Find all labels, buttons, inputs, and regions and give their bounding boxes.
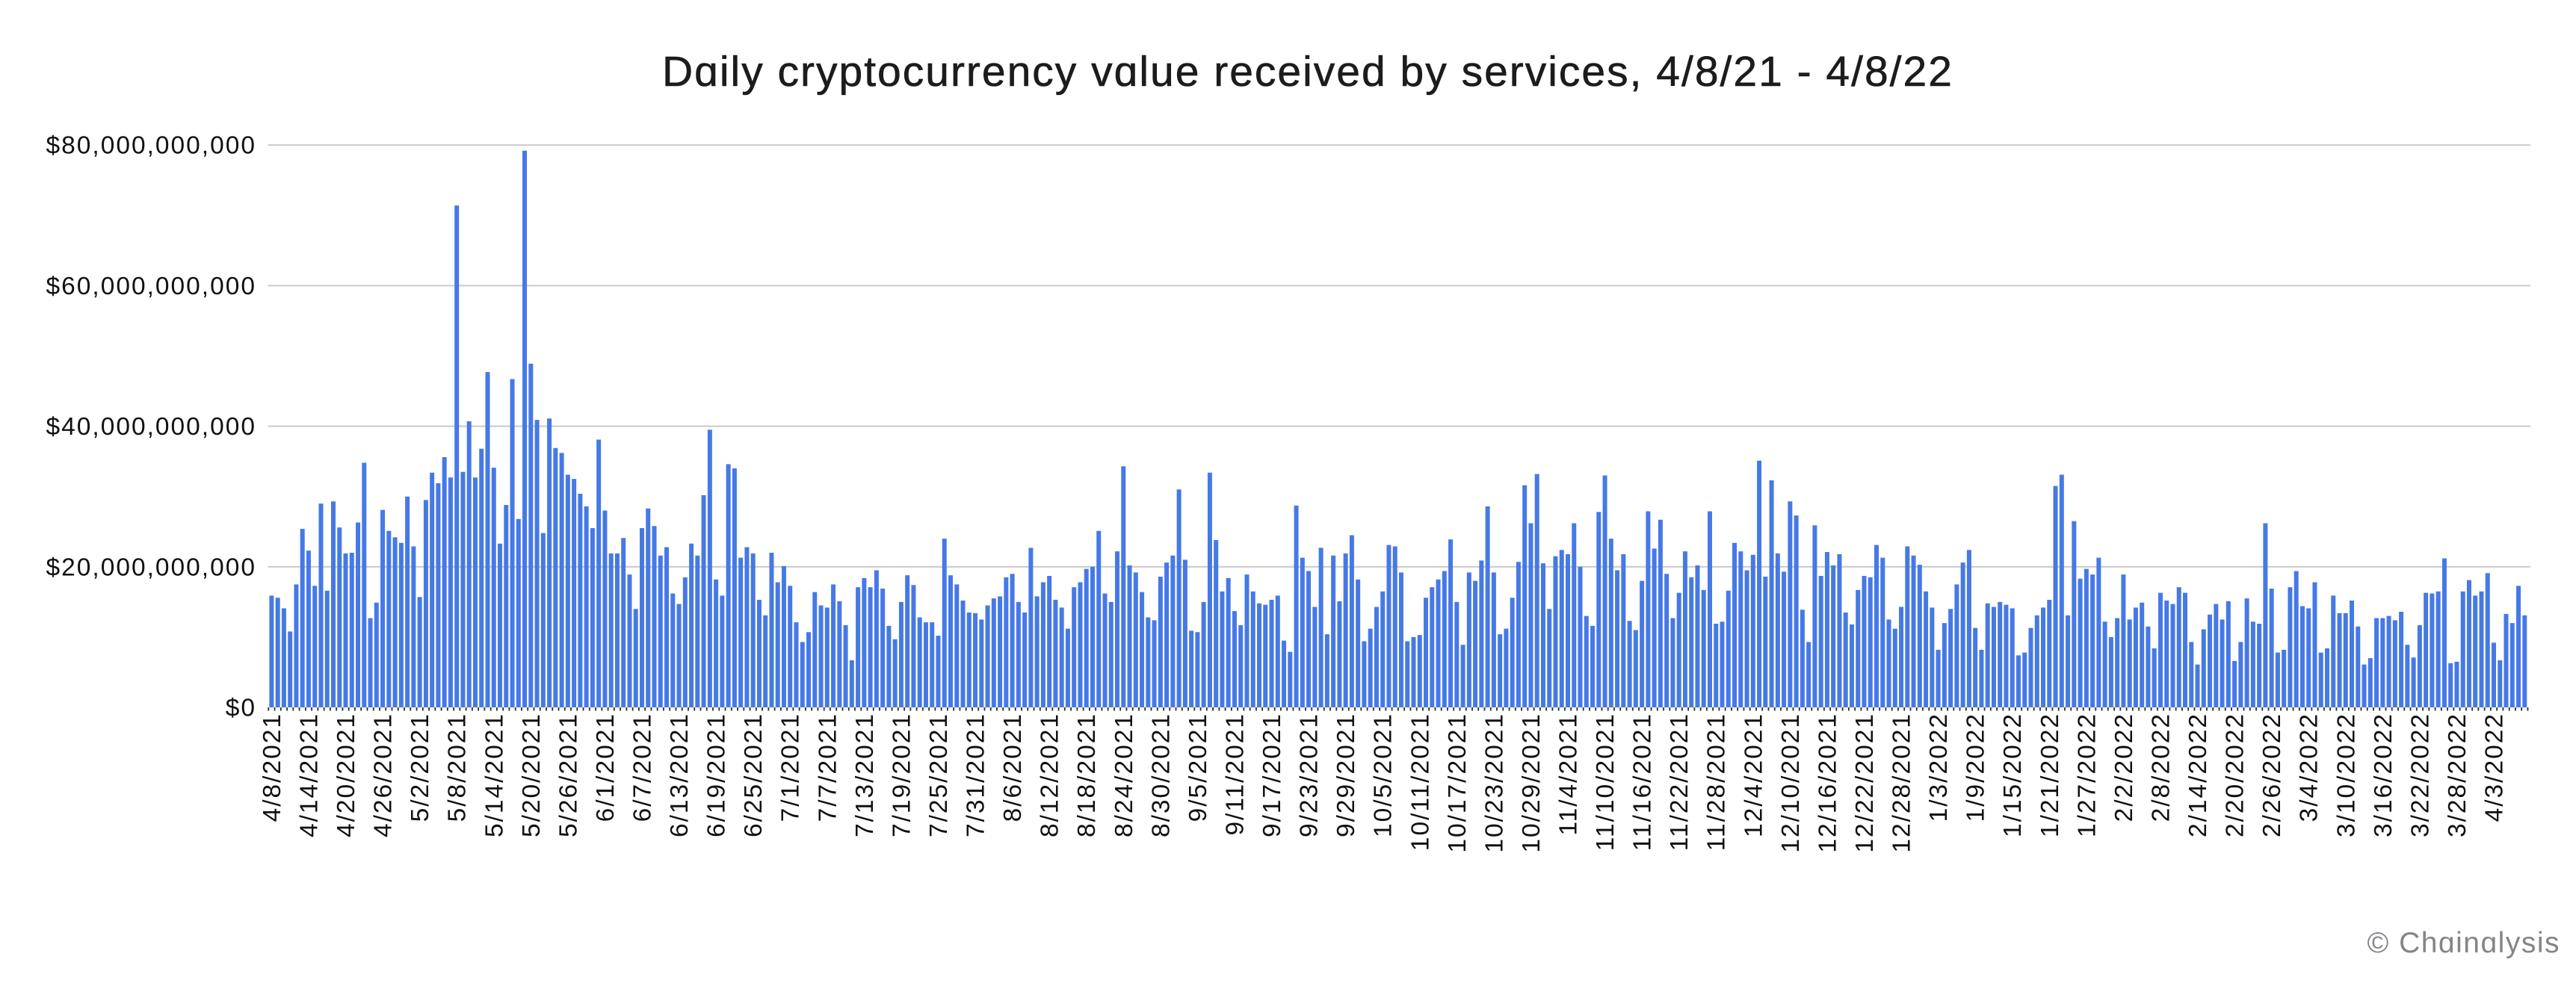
svg-text:7/7/2021: 7/7/2021: [814, 713, 841, 822]
svg-text:$40,000,000,000: $40,000,000,000: [46, 413, 257, 441]
svg-text:$80,000,000,000: $80,000,000,000: [46, 132, 257, 160]
svg-text:7/25/2021: 7/25/2021: [925, 713, 953, 837]
svg-text:8/30/2021: 8/30/2021: [1147, 713, 1175, 837]
svg-text:2/26/2022: 2/26/2022: [2258, 713, 2286, 837]
svg-text:11/28/2021: 11/28/2021: [1703, 713, 1731, 851]
svg-text:3/10/2022: 3/10/2022: [2332, 713, 2360, 837]
svg-text:4/8/2021: 4/8/2021: [259, 713, 286, 822]
svg-text:6/1/2021: 6/1/2021: [592, 713, 620, 822]
svg-text:7/19/2021: 7/19/2021: [888, 713, 915, 837]
svg-text:10/11/2021: 10/11/2021: [1406, 713, 1434, 851]
svg-text:4/3/2022: 4/3/2022: [2481, 713, 2509, 822]
svg-text:8/12/2021: 8/12/2021: [1037, 713, 1064, 837]
svg-text:12/10/2021: 12/10/2021: [1777, 713, 1805, 853]
svg-text:© Chɑinɑlysis: © Chɑinɑlysis: [2367, 927, 2561, 959]
svg-text:$20,000,000,000: $20,000,000,000: [46, 554, 257, 581]
svg-text:7/13/2021: 7/13/2021: [851, 713, 879, 837]
svg-text:$0: $0: [226, 695, 256, 722]
svg-text:7/1/2021: 7/1/2021: [777, 713, 805, 822]
svg-text:4/20/2021: 4/20/2021: [333, 713, 360, 837]
svg-text:6/19/2021: 6/19/2021: [703, 713, 731, 837]
svg-text:9/29/2021: 9/29/2021: [1332, 713, 1360, 837]
svg-text:1/9/2022: 1/9/2022: [1962, 713, 1990, 822]
svg-text:2/2/2022: 2/2/2022: [2110, 713, 2138, 822]
svg-text:2/20/2022: 2/20/2022: [2222, 713, 2249, 837]
svg-text:3/28/2022: 3/28/2022: [2444, 713, 2471, 837]
svg-text:1/15/2022: 1/15/2022: [1999, 713, 2027, 837]
svg-text:12/28/2021: 12/28/2021: [1888, 713, 1916, 853]
svg-text:12/4/2021: 12/4/2021: [1740, 713, 1767, 837]
svg-text:11/4/2021: 11/4/2021: [1555, 713, 1583, 836]
svg-text:Dɑily cryptocurrency vɑlue rec: Dɑily cryptocurrency vɑlue received by s…: [662, 48, 1953, 96]
svg-text:3/22/2022: 3/22/2022: [2406, 713, 2434, 837]
svg-text:4/14/2021: 4/14/2021: [296, 713, 324, 837]
svg-text:10/29/2021: 10/29/2021: [1518, 713, 1545, 853]
svg-text:5/8/2021: 5/8/2021: [444, 713, 472, 822]
svg-text:3/16/2022: 3/16/2022: [2370, 713, 2397, 837]
svg-text:7/31/2021: 7/31/2021: [963, 713, 990, 837]
svg-text:8/6/2021: 8/6/2021: [999, 713, 1027, 822]
svg-text:11/10/2021: 11/10/2021: [1592, 713, 1619, 851]
svg-text:1/27/2022: 1/27/2022: [2073, 713, 2101, 837]
svg-text:5/14/2021: 5/14/2021: [481, 713, 508, 837]
svg-text:12/22/2021: 12/22/2021: [1851, 713, 1879, 853]
svg-text:11/22/2021: 11/22/2021: [1666, 713, 1693, 851]
svg-text:6/25/2021: 6/25/2021: [740, 713, 767, 837]
svg-text:2/8/2022: 2/8/2022: [2148, 713, 2175, 822]
svg-text:9/5/2021: 9/5/2021: [1184, 713, 1212, 822]
svg-text:6/7/2021: 6/7/2021: [629, 713, 657, 822]
svg-text:1/21/2022: 1/21/2022: [2036, 713, 2064, 837]
svg-text:10/23/2021: 10/23/2021: [1480, 713, 1508, 853]
svg-text:9/23/2021: 9/23/2021: [1296, 713, 1323, 837]
svg-text:1/3/2022: 1/3/2022: [1925, 713, 1953, 822]
svg-text:12/16/2021: 12/16/2021: [1814, 713, 1841, 853]
svg-text:10/5/2021: 10/5/2021: [1370, 713, 1397, 837]
svg-text:5/26/2021: 5/26/2021: [555, 713, 582, 837]
svg-text:5/2/2021: 5/2/2021: [407, 713, 434, 822]
svg-text:6/13/2021: 6/13/2021: [666, 713, 694, 837]
svg-text:8/24/2021: 8/24/2021: [1111, 713, 1138, 837]
svg-text:$60,000,000,000: $60,000,000,000: [46, 273, 257, 300]
svg-text:4/26/2021: 4/26/2021: [370, 713, 398, 837]
svg-text:2/14/2022: 2/14/2022: [2184, 713, 2212, 837]
svg-text:8/18/2021: 8/18/2021: [1073, 713, 1101, 837]
svg-text:3/4/2022: 3/4/2022: [2296, 713, 2323, 822]
svg-text:5/20/2021: 5/20/2021: [518, 713, 546, 837]
svg-text:10/17/2021: 10/17/2021: [1444, 713, 1471, 853]
svg-text:9/11/2021: 9/11/2021: [1222, 713, 1250, 836]
svg-text:9/17/2021: 9/17/2021: [1258, 713, 1286, 837]
svg-text:11/16/2021: 11/16/2021: [1629, 713, 1657, 851]
